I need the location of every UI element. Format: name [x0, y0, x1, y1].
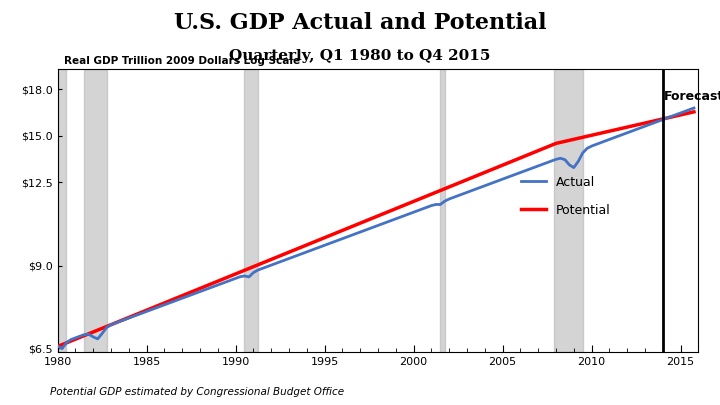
Actual [53, 343, 62, 348]
Potential [53, 344, 62, 349]
Potential [565, 138, 574, 143]
Potential [147, 306, 156, 311]
Potential [507, 159, 516, 164]
Actual [253, 268, 262, 273]
Potential [690, 109, 698, 114]
Actual [578, 151, 587, 156]
Actual [570, 165, 578, 170]
Potential [249, 264, 258, 269]
Actual [58, 346, 66, 351]
Text: Forecast: Forecast [664, 90, 720, 103]
Actual [512, 172, 521, 177]
Bar [84, 69, 107, 352]
Line: Actual: Actual [58, 108, 694, 349]
Potential [574, 136, 582, 141]
Text: Potential GDP estimated by Congressional Budget Office: Potential GDP estimated by Congressional… [50, 387, 345, 397]
Actual [690, 106, 698, 111]
Bar [554, 69, 582, 352]
Potential [98, 326, 107, 331]
Bar [245, 69, 258, 352]
Actual [151, 306, 160, 311]
Actual [102, 325, 111, 330]
Text: Quarterly, Q1 1980 to Q4 2015: Quarterly, Q1 1980 to Q4 2015 [229, 49, 491, 63]
Line: Potential: Potential [58, 112, 694, 346]
Text: Real GDP Trillion 2009 Dollars Log Scale: Real GDP Trillion 2009 Dollars Log Scale [64, 56, 300, 66]
Bar [441, 69, 445, 352]
Legend: Actual, Potential: Actual, Potential [516, 171, 616, 222]
Bar [58, 69, 66, 352]
Text: U.S. GDP Actual and Potential: U.S. GDP Actual and Potential [174, 12, 546, 34]
